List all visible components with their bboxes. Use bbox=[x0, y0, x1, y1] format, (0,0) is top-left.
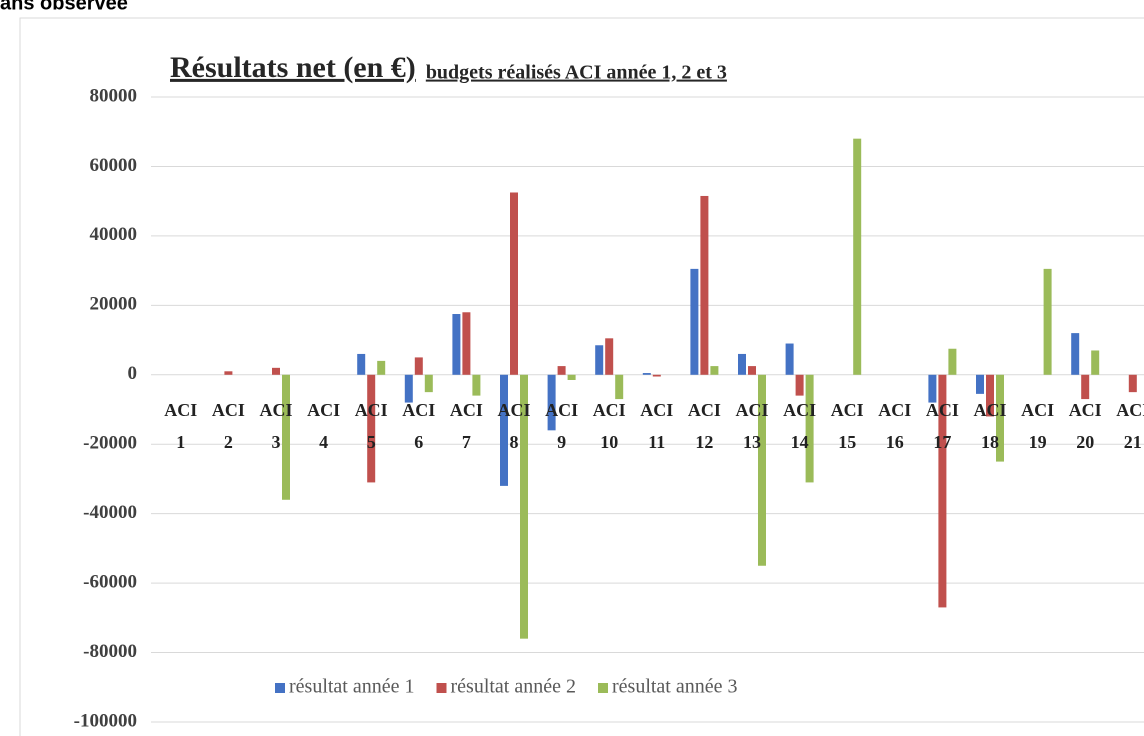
x-tick-label: ACI 4 bbox=[307, 400, 340, 452]
bar bbox=[404, 374, 413, 403]
bar bbox=[1128, 374, 1137, 393]
y-tick-label: 0 bbox=[128, 363, 138, 384]
chart-frame bbox=[19, 17, 1144, 736]
bar bbox=[928, 374, 937, 403]
y-tick-label: 60000 bbox=[90, 155, 138, 176]
legend-swatch bbox=[436, 683, 447, 693]
legend-label: résultat année 3 bbox=[612, 676, 738, 698]
x-tick-label: ACI 12 bbox=[688, 400, 721, 452]
bar bbox=[785, 343, 794, 375]
bar bbox=[986, 374, 994, 417]
bar bbox=[642, 373, 651, 375]
bar bbox=[557, 366, 566, 375]
title-group: Résultats net (en €) budgets réalisés AC… bbox=[170, 51, 727, 84]
bar bbox=[377, 360, 386, 375]
bar bbox=[595, 345, 604, 375]
bar bbox=[748, 366, 756, 375]
bar bbox=[547, 374, 556, 431]
bar bbox=[710, 366, 719, 375]
y-tick-label: -40000 bbox=[83, 502, 137, 523]
bar bbox=[520, 374, 528, 639]
chart-subtitle: budgets réalisés ACI année 1, 2 et 3 bbox=[426, 62, 727, 84]
bar bbox=[795, 374, 804, 396]
bar bbox=[853, 138, 862, 375]
bar bbox=[272, 367, 280, 375]
legend-label: résultat année 1 bbox=[289, 676, 415, 698]
y-tick-label: -80000 bbox=[83, 641, 137, 662]
y-tick-label: 40000 bbox=[90, 224, 138, 245]
bar bbox=[605, 338, 614, 375]
bar bbox=[510, 192, 518, 375]
x-tick-label: ACI 17 bbox=[926, 400, 959, 452]
bar bbox=[615, 374, 624, 400]
bar bbox=[758, 374, 766, 566]
y-tick-label: 80000 bbox=[90, 85, 138, 106]
bar bbox=[938, 374, 947, 608]
bar bbox=[738, 353, 746, 375]
x-tick-label: ACI 10 bbox=[593, 400, 626, 452]
x-tick-label: ACI 1 bbox=[164, 400, 197, 452]
bar bbox=[1081, 374, 1090, 400]
x-tick-label: ACI 19 bbox=[1021, 400, 1054, 452]
bar bbox=[224, 371, 233, 375]
bar bbox=[652, 374, 661, 377]
x-tick-label: ACI 6 bbox=[402, 400, 435, 452]
bar bbox=[1043, 268, 1052, 375]
bar bbox=[500, 374, 508, 486]
x-tick-label: ACI 2 bbox=[212, 400, 245, 452]
x-tick-label: ACI 13 bbox=[735, 400, 768, 452]
x-tick-label: ACI 18 bbox=[973, 400, 1006, 452]
bar bbox=[282, 374, 290, 500]
legend-swatch bbox=[275, 683, 285, 693]
y-tick-label: -100000 bbox=[74, 710, 137, 731]
bar bbox=[700, 195, 709, 375]
bar bbox=[1091, 350, 1100, 375]
bar bbox=[976, 374, 984, 394]
header-text: ans observée bbox=[0, 0, 128, 14]
bar bbox=[357, 353, 366, 375]
x-tick-label: ACI 9 bbox=[545, 400, 578, 452]
y-tick-label: -60000 bbox=[83, 571, 137, 592]
bar bbox=[948, 348, 957, 375]
x-tick-label: ACI 15 bbox=[831, 400, 864, 452]
x-tick-label: ACI21 bbox=[1116, 400, 1144, 452]
bar bbox=[472, 374, 481, 396]
bar bbox=[452, 314, 461, 375]
x-tick-label: ACI 20 bbox=[1069, 400, 1102, 452]
x-tick-label: ACI 5 bbox=[355, 400, 388, 452]
bar bbox=[996, 374, 1004, 462]
x-tick-label: ACI 8 bbox=[497, 400, 530, 452]
bar bbox=[805, 374, 814, 483]
legend-label: résultat année 2 bbox=[451, 676, 577, 698]
bar bbox=[424, 374, 433, 393]
bar bbox=[414, 357, 423, 375]
bar bbox=[567, 374, 576, 380]
bar bbox=[367, 374, 376, 483]
x-tick-label: ACI 14 bbox=[783, 400, 816, 452]
y-tick-label: -20000 bbox=[83, 433, 137, 454]
legend-swatch bbox=[598, 683, 608, 693]
y-tick-label: 20000 bbox=[90, 294, 138, 315]
bar bbox=[462, 312, 471, 375]
x-tick-label: ACI 11 bbox=[640, 400, 673, 452]
bar bbox=[1071, 333, 1080, 375]
bar bbox=[690, 268, 699, 375]
x-tick-label: ACI 7 bbox=[450, 400, 483, 452]
chart-title: Résultats net (en €) bbox=[170, 51, 416, 84]
x-tick-label: ACI 3 bbox=[259, 400, 292, 452]
x-tick-label: ACI 16 bbox=[878, 400, 911, 452]
